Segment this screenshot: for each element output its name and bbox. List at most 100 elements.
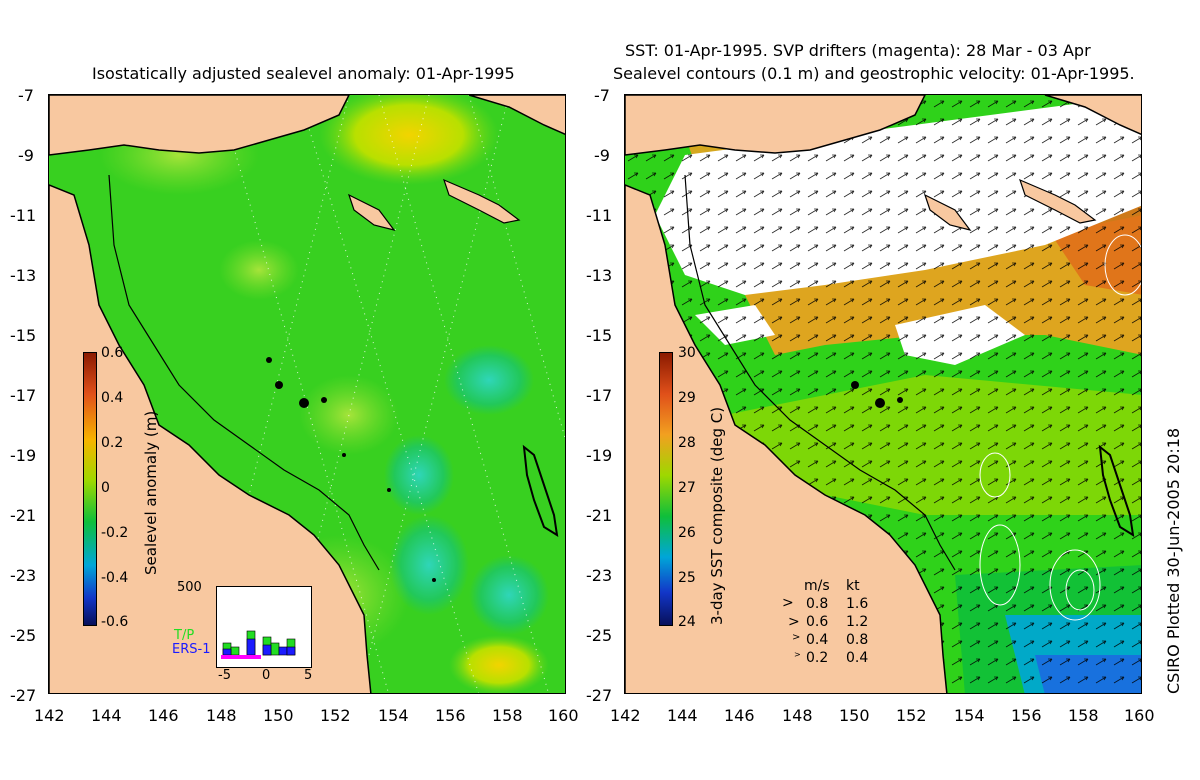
lat-tick-left: -11 [10, 206, 37, 225]
sst-map [624, 94, 1142, 694]
low-anomaly-patch [444, 345, 534, 415]
lon-tick-left: 158 [492, 706, 523, 725]
sealevel-colorbar-tick: -0.6 [101, 614, 129, 630]
left-panel-title: Isostatically adjusted sealevel anomaly:… [92, 64, 515, 83]
velocity-legend-ms: 0.2 [806, 650, 829, 666]
high-anomaly-patch [319, 95, 499, 185]
lat-tick-left: -21 [10, 506, 37, 525]
lon-tick-left: 154 [378, 706, 409, 725]
lon-tick-left: 148 [206, 706, 237, 725]
sst-colorbar-tick: 28 [678, 435, 696, 451]
sst-colorbar-tick: 24 [678, 614, 696, 630]
lat-tick-right: -27 [586, 686, 613, 705]
lat-tick-left: -25 [10, 626, 37, 645]
lat-tick-right: -23 [586, 566, 613, 585]
islands [443, 178, 521, 224]
velocity-legend-ms: 0.4 [806, 632, 829, 648]
sst-colorbar-tick: 26 [678, 525, 696, 541]
lon-tick-right: 142 [610, 706, 641, 725]
lon-tick-left: 156 [435, 706, 466, 725]
new-guinea-land [49, 95, 350, 156]
lon-tick-left: 152 [320, 706, 351, 725]
low-anomaly-patch [384, 435, 454, 515]
sst-colorbar-label: 3-day SST composite (deg C) [708, 406, 726, 625]
lat-tick-right: -7 [594, 86, 610, 105]
lat-tick-left: -15 [10, 326, 37, 345]
lat-tick-right: -13 [586, 266, 613, 285]
sealevel-colorbar [83, 352, 97, 626]
australia-land [49, 184, 372, 693]
new-caledonia [522, 444, 559, 537]
sst-colorbar-tick: 30 [678, 345, 696, 361]
satellite-tracks [198, 95, 565, 693]
islands [347, 193, 396, 231]
velocity-legend-kt: 1.6 [846, 596, 869, 612]
sealevel-colorbar-tick: 0 [101, 480, 110, 496]
sealevel-colorbar-tick: -0.2 [101, 525, 129, 541]
australia-land [625, 184, 948, 693]
inset-ymax-label: 500 [177, 580, 202, 595]
track-count-inset [216, 586, 312, 668]
new-ireland-land [1044, 95, 1141, 135]
high-anomaly-patch [449, 635, 549, 693]
sst-colorbar-tick: 25 [678, 570, 696, 586]
lon-tick-right: 144 [667, 706, 698, 725]
low-anomaly-patch [469, 555, 549, 635]
lat-tick-right: -17 [586, 386, 613, 405]
light-green-patch [299, 375, 399, 455]
sealevel-contours [979, 234, 1141, 621]
velocity-legend-header-ms: m/s [804, 578, 830, 594]
lon-tick-left: 150 [263, 706, 294, 725]
lat-tick-right: -25 [586, 626, 613, 645]
credit-label: CSIRO Plotted 30-Jun-2005 20:18 [1164, 427, 1183, 694]
isobath-line [684, 174, 956, 571]
lon-tick-right: 158 [1068, 706, 1099, 725]
lat-tick-left: -23 [10, 566, 37, 585]
isobath-line [108, 174, 380, 571]
right-panel-title-line2: Sealevel contours (0.1 m) and geostrophi… [613, 64, 1135, 83]
lon-tick-right: 156 [1011, 706, 1042, 725]
islands [923, 193, 972, 231]
velocity-legend: m/s kt > 0.8 1.6 > 0.6 1.2 > 0.4 0.8 > 0… [780, 578, 876, 668]
sst-colorbar [659, 352, 673, 626]
sealevel-colorbar-tick: 0.2 [101, 435, 124, 451]
lat-tick-left: -17 [10, 386, 37, 405]
reef-islets [851, 381, 903, 408]
lon-tick-right: 160 [1124, 706, 1155, 725]
lon-tick-left: 146 [148, 706, 179, 725]
lat-tick-left: -19 [10, 446, 37, 465]
velocity-legend-kt: 1.2 [846, 614, 869, 630]
lon-tick-right: 154 [954, 706, 985, 725]
sst-map-graphic [625, 95, 1141, 693]
velocity-legend-ms: 0.8 [806, 596, 829, 612]
sealevel-colorbar-tick: 0.6 [101, 345, 124, 361]
new-caledonia [1098, 444, 1135, 537]
velocity-legend-header-kt: kt [846, 578, 860, 594]
lon-tick-left: 142 [34, 706, 65, 725]
sst-colorbar-tick: 27 [678, 480, 696, 496]
lon-tick-right: 148 [782, 706, 813, 725]
light-green-patch [219, 240, 299, 300]
inset-x-tick: -5 [218, 668, 231, 683]
lat-tick-right: -9 [594, 146, 610, 165]
velocity-legend-arrow: > [794, 650, 801, 659]
lon-tick-right: 150 [839, 706, 870, 725]
velocity-legend-ms: 0.6 [806, 614, 829, 630]
velocity-legend-arrow: > [792, 632, 801, 643]
new-guinea-land [625, 95, 926, 156]
inset-x-tick: 0 [262, 668, 271, 683]
islands [1019, 178, 1097, 224]
lat-tick-right: -19 [586, 446, 613, 465]
lat-tick-right: -21 [586, 506, 613, 525]
lat-tick-left: -27 [10, 686, 37, 705]
velocity-legend-arrow: > [782, 595, 794, 611]
right-panel-title-line1: SST: 01-Apr-1995. SVP drifters (magenta)… [625, 41, 1091, 60]
new-ireland-land [468, 95, 565, 135]
velocity-legend-arrow: > [788, 614, 800, 630]
lat-tick-right: -15 [586, 326, 613, 345]
low-anomaly-patch [389, 515, 469, 615]
sealevel-colorbar-label: Sealevel anomaly (m) [142, 410, 160, 575]
lon-tick-right: 152 [896, 706, 927, 725]
lat-tick-left: -7 [18, 86, 34, 105]
reef-islets [266, 357, 436, 582]
